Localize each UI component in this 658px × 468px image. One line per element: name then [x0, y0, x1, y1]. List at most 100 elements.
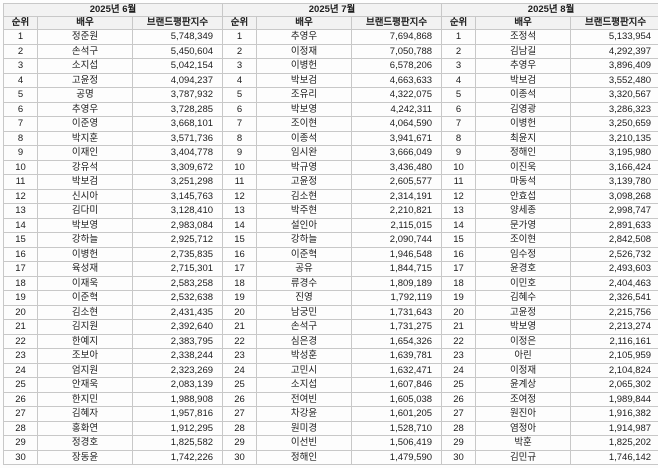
actor-cell: 진영	[256, 290, 353, 306]
value-cell: 3,251,298	[131, 174, 224, 190]
rank-cell: 29	[3, 435, 38, 451]
table-row: 5 공명 3,787,932 5 조유리 4,322,075 5 이종석 3,320,567	[3, 87, 658, 103]
rank-cell: 29	[222, 435, 258, 451]
table-row: 23 조보아 2,338,244 23 박성훈 1,639,781 23 아린 2,105,95…	[3, 348, 658, 364]
rank-cell: 20	[3, 304, 38, 320]
actor-cell: 윤계상	[475, 377, 572, 393]
rank-cell: 20	[222, 304, 258, 320]
rank-cell: 13	[222, 203, 258, 219]
value-cell: 6,578,206	[351, 58, 443, 74]
rank-cell: 17	[3, 261, 38, 277]
value-cell: 4,292,397	[570, 43, 658, 59]
actor-cell: 강하늘	[37, 232, 133, 248]
rank-cell: 19	[441, 290, 477, 306]
value-cell: 3,728,285	[131, 101, 224, 117]
value-cell: 2,213,274	[570, 319, 658, 335]
value-cell: 7,694,868	[351, 29, 443, 45]
rank-cell: 6	[222, 101, 258, 117]
rank-cell: 10	[441, 159, 477, 175]
actor-cell: 이병헌	[256, 58, 353, 74]
value-cell: 1,946,548	[351, 246, 443, 262]
actor-cell: 박규영	[256, 159, 353, 175]
table-row: 21 김지원 2,392,640 21 손석구 1,731,275 21 박보영 2,213,2…	[3, 319, 658, 335]
actor-cell: 최윤지	[475, 130, 572, 146]
value-cell: 1,957,816	[131, 406, 224, 422]
actor-cell: 이정재	[256, 43, 353, 59]
column-header-rank: 순위	[3, 16, 38, 30]
rank-cell: 4	[441, 72, 477, 88]
rank-cell: 23	[3, 348, 38, 364]
value-cell: 1,916,382	[570, 406, 658, 422]
value-cell: 2,115,015	[351, 217, 443, 233]
rank-cell: 20	[441, 304, 477, 320]
value-cell: 1,989,844	[570, 391, 658, 407]
month-header-july: 2025년 7월	[222, 3, 443, 17]
column-header-actor: 배우	[256, 16, 353, 30]
actor-cell: 이정은	[475, 333, 572, 349]
table-row: 28 홍화연 1,912,295 28 원미경 1,528,710 28 염정아 1,914,9…	[3, 420, 658, 436]
value-cell: 2,532,638	[131, 290, 224, 306]
column-header-actor: 배우	[37, 16, 133, 30]
rank-cell: 1	[3, 29, 38, 45]
value-cell: 3,552,480	[570, 72, 658, 88]
rank-cell: 25	[222, 377, 258, 393]
value-cell: 3,195,980	[570, 145, 658, 161]
actor-cell: 고윤정	[475, 304, 572, 320]
rank-cell: 26	[441, 391, 477, 407]
actor-cell: 고윤정	[256, 174, 353, 190]
value-cell: 3,896,409	[570, 58, 658, 74]
actor-cell: 박성훈	[256, 348, 353, 364]
rank-cell: 21	[222, 319, 258, 335]
table-row: 15 강하늘 2,925,712 15 강하늘 2,090,744 15 조이현 2,842,5…	[3, 232, 658, 248]
rank-cell: 25	[3, 377, 38, 393]
rank-cell: 5	[441, 87, 477, 103]
table-row: 1 정준원 5,748,349 1 추영우 7,694,868 1 조정석 5,133,954	[3, 29, 658, 45]
rank-cell: 11	[222, 174, 258, 190]
value-cell: 2,116,161	[570, 333, 658, 349]
value-cell: 4,242,311	[351, 101, 443, 117]
value-cell: 7,050,788	[351, 43, 443, 59]
table-row: 11 박보검 3,251,298 11 고윤정 2,605,577 11 마동석 3,139,7…	[3, 174, 658, 190]
rank-cell: 9	[222, 145, 258, 161]
actor-cell: 류경수	[256, 275, 353, 291]
actor-cell: 박보검	[256, 72, 353, 88]
column-header-row: 순위 배우 브랜드평판지수 순위 배우 브랜드평판지수 순위 배우 브랜드평판지…	[3, 16, 658, 30]
rank-cell: 15	[222, 232, 258, 248]
actor-cell: 양세종	[475, 203, 572, 219]
rank-cell: 22	[441, 333, 477, 349]
actor-cell: 문가영	[475, 217, 572, 233]
rank-cell: 16	[222, 246, 258, 262]
brand-reputation-table: 2025년 6월 2025년 7월 2025년 8월 순위 배우 브랜드평판지수…	[2, 3, 658, 465]
table-row: 13 김다미 3,128,410 13 박주현 2,210,821 13 양세종 2,998,7…	[3, 203, 658, 219]
actor-cell: 소지섭	[256, 377, 353, 393]
actor-cell: 박주현	[256, 203, 353, 219]
actor-cell: 전여빈	[256, 391, 353, 407]
rank-cell: 3	[441, 58, 477, 74]
actor-cell: 조유리	[256, 87, 353, 103]
rank-cell: 22	[3, 333, 38, 349]
rank-cell: 1	[222, 29, 258, 45]
rank-cell: 13	[441, 203, 477, 219]
rank-cell: 2	[3, 43, 38, 59]
value-cell: 5,133,954	[570, 29, 658, 45]
actor-cell: 정경호	[37, 435, 133, 451]
rank-cell: 16	[441, 246, 477, 262]
rank-cell: 8	[222, 130, 258, 146]
value-cell: 2,326,541	[570, 290, 658, 306]
value-cell: 4,064,590	[351, 116, 443, 132]
actor-cell: 이준영	[37, 116, 133, 132]
month-header-august: 2025년 8월	[441, 3, 658, 17]
rank-cell: 7	[3, 116, 38, 132]
rank-cell: 28	[222, 420, 258, 436]
actor-cell: 이선빈	[256, 435, 353, 451]
actor-cell: 임시완	[256, 145, 353, 161]
value-cell: 2,998,747	[570, 203, 658, 219]
actor-cell: 추영우	[475, 58, 572, 74]
actor-cell: 김남길	[475, 43, 572, 59]
actor-cell: 이병헌	[475, 116, 572, 132]
rank-cell: 11	[3, 174, 38, 190]
rank-cell: 8	[3, 130, 38, 146]
rank-cell: 6	[3, 101, 38, 117]
table-row: 24 엄지원 2,323,269 24 고민시 1,632,471 24 이정재 2,104,8…	[3, 362, 658, 378]
actor-cell: 고윤정	[37, 72, 133, 88]
